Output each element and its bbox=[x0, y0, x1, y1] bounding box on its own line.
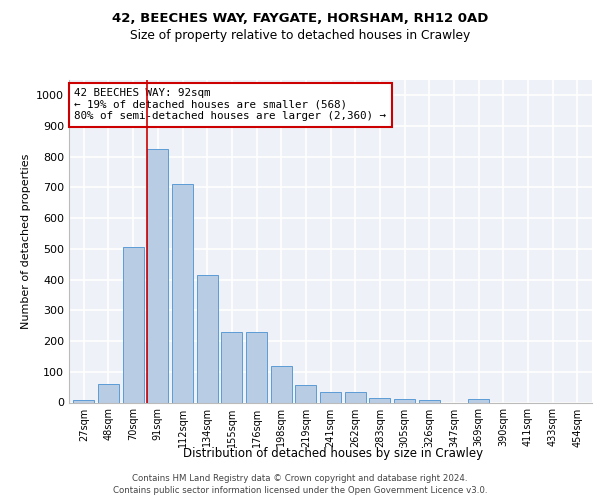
Bar bbox=[148, 149, 169, 403]
Text: Contains HM Land Registry data © Crown copyright and database right 2024.: Contains HM Land Registry data © Crown c… bbox=[132, 474, 468, 483]
Bar bbox=[172, 184, 193, 402]
Bar bbox=[468, 400, 489, 402]
Text: Distribution of detached houses by size in Crawley: Distribution of detached houses by size … bbox=[183, 448, 483, 460]
Bar bbox=[419, 400, 440, 402]
Text: 42 BEECHES WAY: 92sqm
← 19% of detached houses are smaller (568)
80% of semi-det: 42 BEECHES WAY: 92sqm ← 19% of detached … bbox=[74, 88, 386, 122]
Bar bbox=[122, 248, 143, 402]
Bar bbox=[271, 366, 292, 403]
Text: 42, BEECHES WAY, FAYGATE, HORSHAM, RH12 0AD: 42, BEECHES WAY, FAYGATE, HORSHAM, RH12 … bbox=[112, 12, 488, 26]
Text: Size of property relative to detached houses in Crawley: Size of property relative to detached ho… bbox=[130, 29, 470, 42]
Bar bbox=[345, 392, 366, 402]
Bar bbox=[73, 400, 94, 402]
Bar bbox=[394, 399, 415, 402]
Bar bbox=[197, 275, 218, 402]
Bar bbox=[320, 392, 341, 402]
Text: Contains public sector information licensed under the Open Government Licence v3: Contains public sector information licen… bbox=[113, 486, 487, 495]
Bar bbox=[295, 384, 316, 402]
Bar bbox=[246, 332, 267, 402]
Bar bbox=[98, 384, 119, 402]
Bar bbox=[370, 398, 391, 402]
Bar bbox=[221, 332, 242, 402]
Y-axis label: Number of detached properties: Number of detached properties bbox=[20, 154, 31, 329]
